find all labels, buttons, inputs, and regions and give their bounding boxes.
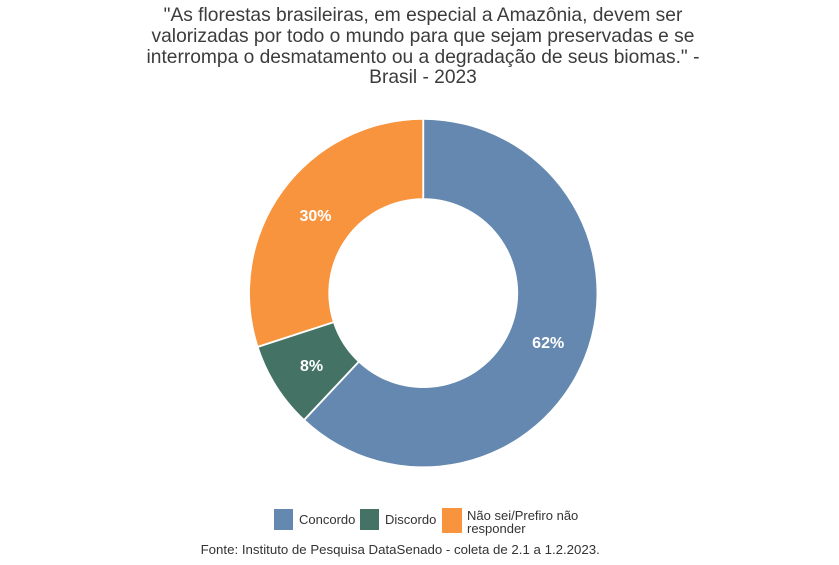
svg-text:8%: 8% [300, 358, 323, 375]
svg-text:62%: 62% [532, 335, 564, 352]
svg-text:30%: 30% [299, 208, 331, 225]
